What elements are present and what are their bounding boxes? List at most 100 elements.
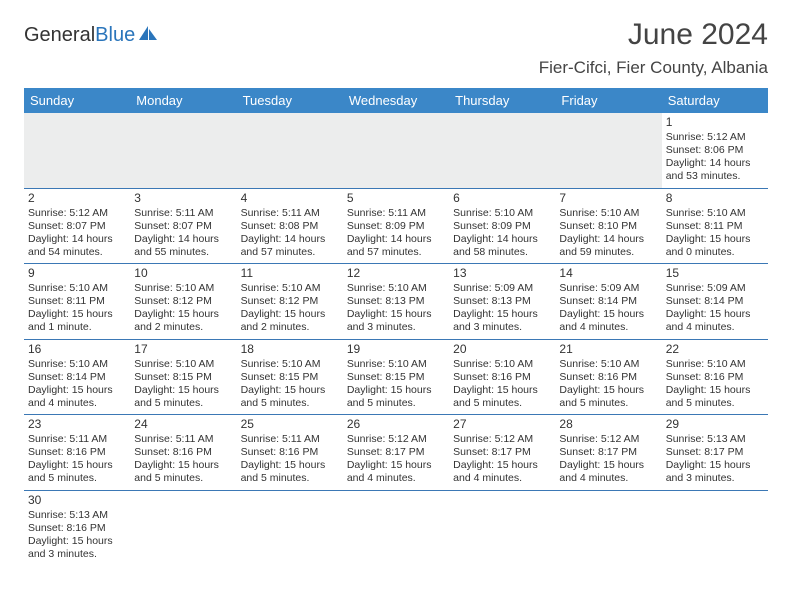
sunrise-text: Sunrise: 5:10 AM xyxy=(347,282,445,295)
logo-text-2: Blue xyxy=(95,24,135,47)
day-number: 1 xyxy=(666,115,764,130)
blank-cell xyxy=(130,113,236,189)
day-number: 6 xyxy=(453,191,551,206)
day-cell: 12Sunrise: 5:10 AMSunset: 8:13 PMDayligh… xyxy=(343,264,449,340)
sunset-text: Sunset: 8:10 PM xyxy=(559,220,657,233)
calendar-header-row: SundayMondayTuesdayWednesdayThursdayFrid… xyxy=(24,88,768,113)
day-number: 9 xyxy=(28,266,126,281)
calendar: SundayMondayTuesdayWednesdayThursdayFrid… xyxy=(24,88,768,565)
day-cell: 11Sunrise: 5:10 AMSunset: 8:12 PMDayligh… xyxy=(237,264,343,340)
daylight-text: Daylight: 15 hours and 3 minutes. xyxy=(28,535,126,561)
sunset-text: Sunset: 8:14 PM xyxy=(666,295,764,308)
title-block: June 2024 Fier-Cifci, Fier County, Alban… xyxy=(539,18,768,78)
sunset-text: Sunset: 8:12 PM xyxy=(241,295,339,308)
sunset-text: Sunset: 8:16 PM xyxy=(453,371,551,384)
sunrise-text: Sunrise: 5:11 AM xyxy=(134,207,232,220)
day-number: 15 xyxy=(666,266,764,281)
day-cell: 9Sunrise: 5:10 AMSunset: 8:11 PMDaylight… xyxy=(24,264,130,340)
day-number: 23 xyxy=(28,417,126,432)
daylight-text: Daylight: 15 hours and 5 minutes. xyxy=(666,384,764,410)
blank-cell xyxy=(555,113,661,189)
day-number: 14 xyxy=(559,266,657,281)
sail-icon xyxy=(137,24,159,47)
day-number: 21 xyxy=(559,342,657,357)
day-number: 29 xyxy=(666,417,764,432)
sunrise-text: Sunrise: 5:09 AM xyxy=(666,282,764,295)
day-number: 25 xyxy=(241,417,339,432)
day-number: 13 xyxy=(453,266,551,281)
day-cell: 26Sunrise: 5:12 AMSunset: 8:17 PMDayligh… xyxy=(343,415,449,491)
day-header: Tuesday xyxy=(237,88,343,113)
day-cell: 8Sunrise: 5:10 AMSunset: 8:11 PMDaylight… xyxy=(662,189,768,265)
sunrise-text: Sunrise: 5:13 AM xyxy=(28,509,126,522)
day-cell: 20Sunrise: 5:10 AMSunset: 8:16 PMDayligh… xyxy=(449,340,555,416)
daylight-text: Daylight: 15 hours and 5 minutes. xyxy=(134,459,232,485)
sunrise-text: Sunrise: 5:10 AM xyxy=(453,358,551,371)
day-cell: 17Sunrise: 5:10 AMSunset: 8:15 PMDayligh… xyxy=(130,340,236,416)
day-cell: 3Sunrise: 5:11 AMSunset: 8:07 PMDaylight… xyxy=(130,189,236,265)
day-number: 11 xyxy=(241,266,339,281)
sunrise-text: Sunrise: 5:10 AM xyxy=(28,282,126,295)
day-number: 5 xyxy=(347,191,445,206)
sunrise-text: Sunrise: 5:12 AM xyxy=(666,131,764,144)
day-number: 17 xyxy=(134,342,232,357)
sunset-text: Sunset: 8:06 PM xyxy=(666,144,764,157)
daylight-text: Daylight: 15 hours and 3 minutes. xyxy=(453,308,551,334)
sunset-text: Sunset: 8:16 PM xyxy=(28,446,126,459)
sunset-text: Sunset: 8:09 PM xyxy=(347,220,445,233)
daylight-text: Daylight: 14 hours and 55 minutes. xyxy=(134,233,232,259)
sunrise-text: Sunrise: 5:12 AM xyxy=(453,433,551,446)
daylight-text: Daylight: 15 hours and 4 minutes. xyxy=(559,308,657,334)
day-number: 8 xyxy=(666,191,764,206)
day-cell: 1Sunrise: 5:12 AMSunset: 8:06 PMDaylight… xyxy=(662,113,768,189)
day-header: Thursday xyxy=(449,88,555,113)
sunset-text: Sunset: 8:15 PM xyxy=(347,371,445,384)
day-number: 7 xyxy=(559,191,657,206)
sunrise-text: Sunrise: 5:10 AM xyxy=(666,358,764,371)
day-cell: 21Sunrise: 5:10 AMSunset: 8:16 PMDayligh… xyxy=(555,340,661,416)
daylight-text: Daylight: 15 hours and 4 minutes. xyxy=(347,459,445,485)
sunset-text: Sunset: 8:17 PM xyxy=(347,446,445,459)
daylight-text: Daylight: 15 hours and 3 minutes. xyxy=(347,308,445,334)
sunset-text: Sunset: 8:08 PM xyxy=(241,220,339,233)
sunrise-text: Sunrise: 5:12 AM xyxy=(28,207,126,220)
sunset-text: Sunset: 8:17 PM xyxy=(559,446,657,459)
day-cell: 19Sunrise: 5:10 AMSunset: 8:15 PMDayligh… xyxy=(343,340,449,416)
day-number: 3 xyxy=(134,191,232,206)
day-header: Saturday xyxy=(662,88,768,113)
calendar-body: 1Sunrise: 5:12 AMSunset: 8:06 PMDaylight… xyxy=(24,113,768,565)
day-cell: 22Sunrise: 5:10 AMSunset: 8:16 PMDayligh… xyxy=(662,340,768,416)
day-number: 4 xyxy=(241,191,339,206)
sunrise-text: Sunrise: 5:10 AM xyxy=(347,358,445,371)
day-number: 16 xyxy=(28,342,126,357)
day-header: Friday xyxy=(555,88,661,113)
day-number: 28 xyxy=(559,417,657,432)
sunrise-text: Sunrise: 5:11 AM xyxy=(241,433,339,446)
day-number: 27 xyxy=(453,417,551,432)
day-cell: 18Sunrise: 5:10 AMSunset: 8:15 PMDayligh… xyxy=(237,340,343,416)
day-cell: 14Sunrise: 5:09 AMSunset: 8:14 PMDayligh… xyxy=(555,264,661,340)
day-cell: 7Sunrise: 5:10 AMSunset: 8:10 PMDaylight… xyxy=(555,189,661,265)
daylight-text: Daylight: 15 hours and 5 minutes. xyxy=(453,384,551,410)
day-number: 10 xyxy=(134,266,232,281)
sunrise-text: Sunrise: 5:12 AM xyxy=(559,433,657,446)
day-cell: 5Sunrise: 5:11 AMSunset: 8:09 PMDaylight… xyxy=(343,189,449,265)
sunrise-text: Sunrise: 5:11 AM xyxy=(28,433,126,446)
blank-cell xyxy=(237,113,343,189)
day-cell: 6Sunrise: 5:10 AMSunset: 8:09 PMDaylight… xyxy=(449,189,555,265)
day-cell: 16Sunrise: 5:10 AMSunset: 8:14 PMDayligh… xyxy=(24,340,130,416)
day-cell: 25Sunrise: 5:11 AMSunset: 8:16 PMDayligh… xyxy=(237,415,343,491)
daylight-text: Daylight: 14 hours and 57 minutes. xyxy=(347,233,445,259)
sunrise-text: Sunrise: 5:10 AM xyxy=(559,207,657,220)
daylight-text: Daylight: 14 hours and 58 minutes. xyxy=(453,233,551,259)
daylight-text: Daylight: 15 hours and 4 minutes. xyxy=(559,459,657,485)
sunrise-text: Sunrise: 5:10 AM xyxy=(241,358,339,371)
daylight-text: Daylight: 14 hours and 53 minutes. xyxy=(666,157,764,183)
sunset-text: Sunset: 8:11 PM xyxy=(28,295,126,308)
sunrise-text: Sunrise: 5:10 AM xyxy=(134,282,232,295)
sunrise-text: Sunrise: 5:11 AM xyxy=(134,433,232,446)
sunrise-text: Sunrise: 5:12 AM xyxy=(347,433,445,446)
sunset-text: Sunset: 8:15 PM xyxy=(241,371,339,384)
sunset-text: Sunset: 8:09 PM xyxy=(453,220,551,233)
sunrise-text: Sunrise: 5:09 AM xyxy=(453,282,551,295)
